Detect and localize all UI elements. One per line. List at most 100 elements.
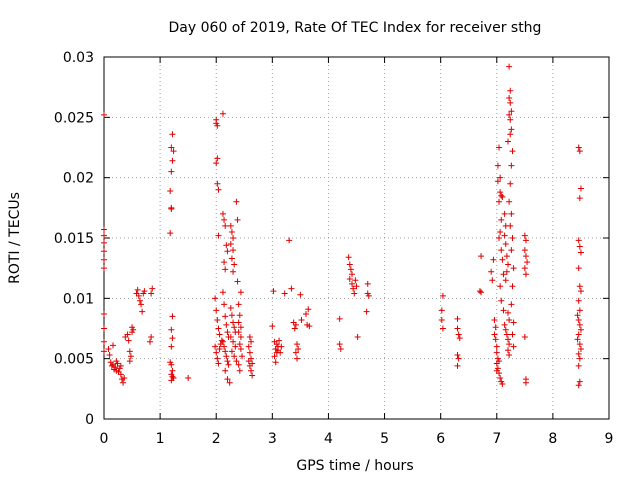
data-point	[508, 162, 515, 169]
data-point	[577, 326, 584, 333]
data-point	[576, 355, 583, 362]
data-point	[575, 237, 582, 244]
data-point	[101, 348, 107, 355]
data-point	[235, 361, 242, 368]
data-point	[222, 367, 229, 374]
data-point	[505, 309, 511, 316]
data-point	[522, 237, 529, 244]
data-point	[249, 372, 256, 379]
data-point	[236, 312, 243, 319]
data-point	[168, 144, 175, 151]
data-point	[524, 259, 531, 266]
data-point	[167, 187, 174, 194]
data-point	[505, 347, 511, 354]
data-point	[227, 304, 234, 311]
data-point	[141, 288, 148, 295]
data-point	[246, 333, 253, 340]
data-point	[346, 261, 353, 268]
data-point	[221, 216, 228, 223]
data-point	[575, 297, 582, 304]
data-point	[349, 280, 356, 287]
data-point	[106, 352, 113, 359]
x-tick-label: 4	[324, 431, 333, 447]
data-point	[576, 307, 583, 314]
data-point	[228, 348, 235, 355]
data-point	[497, 283, 504, 290]
data-point	[521, 333, 528, 340]
data-point	[125, 337, 132, 344]
data-point	[227, 333, 234, 340]
data-point	[438, 307, 445, 314]
axis-ticks: 0 1 2 3 4 5 6 7 8 9 0 0.005 0.01 0.015 0.02 0.025 0.03	[54, 50, 614, 447]
data-point	[216, 331, 223, 338]
data-point	[291, 325, 298, 332]
data-point	[439, 292, 446, 299]
data-point	[101, 338, 107, 345]
data-point	[297, 291, 304, 298]
data-point	[232, 343, 239, 350]
data-point	[576, 378, 583, 385]
data-point	[305, 306, 312, 313]
data-point	[577, 249, 584, 256]
data-point	[576, 148, 583, 155]
data-point	[215, 360, 222, 367]
data-point	[213, 349, 220, 356]
data-point	[363, 308, 370, 315]
data-point	[499, 256, 506, 263]
data-point	[498, 192, 505, 199]
data-point	[496, 144, 503, 151]
data-point	[246, 362, 253, 369]
data-point	[130, 326, 137, 333]
data-point	[336, 315, 343, 322]
data-point	[117, 362, 124, 369]
data-point	[226, 379, 233, 386]
data-point	[276, 337, 283, 344]
data-point	[478, 253, 485, 260]
data-point	[502, 241, 509, 248]
data-point	[248, 338, 255, 345]
data-point	[213, 307, 220, 314]
data-point	[349, 271, 356, 278]
data-point	[214, 122, 221, 129]
data-point	[245, 343, 252, 350]
data-point	[221, 259, 228, 266]
x-tick-label: 3	[268, 431, 277, 447]
data-point	[336, 341, 343, 348]
data-point	[509, 235, 516, 241]
data-point	[221, 343, 228, 350]
chart-title: Day 060 of 2019, Rate Of TEC Index for r…	[169, 20, 542, 36]
data-point	[500, 271, 507, 278]
data-point	[228, 228, 235, 235]
data-point	[576, 341, 583, 348]
x-tick-label: 1	[156, 431, 165, 447]
data-point	[286, 237, 293, 244]
data-point	[169, 157, 176, 164]
data-point	[508, 126, 515, 133]
data-point	[214, 180, 221, 187]
data-point	[500, 307, 507, 314]
data-point	[506, 198, 513, 205]
data-point	[507, 116, 514, 123]
data-point	[522, 253, 529, 260]
data-point	[454, 352, 461, 359]
data-point	[101, 256, 107, 263]
data-point	[503, 253, 510, 260]
data-point	[169, 367, 176, 374]
data-point	[497, 228, 504, 235]
data-point	[576, 243, 583, 250]
data-point	[108, 362, 115, 369]
data-point	[230, 268, 237, 275]
data-point	[170, 374, 177, 381]
data-point	[575, 362, 582, 369]
data-point	[237, 346, 244, 353]
data-point	[506, 95, 513, 102]
data-point	[147, 338, 154, 345]
data-point	[222, 313, 229, 320]
data-point	[170, 148, 177, 155]
data-point	[101, 232, 107, 239]
data-point	[505, 261, 511, 268]
data-point	[347, 266, 354, 273]
data-point	[222, 222, 229, 229]
data-point	[507, 87, 514, 94]
data-point	[503, 331, 510, 338]
